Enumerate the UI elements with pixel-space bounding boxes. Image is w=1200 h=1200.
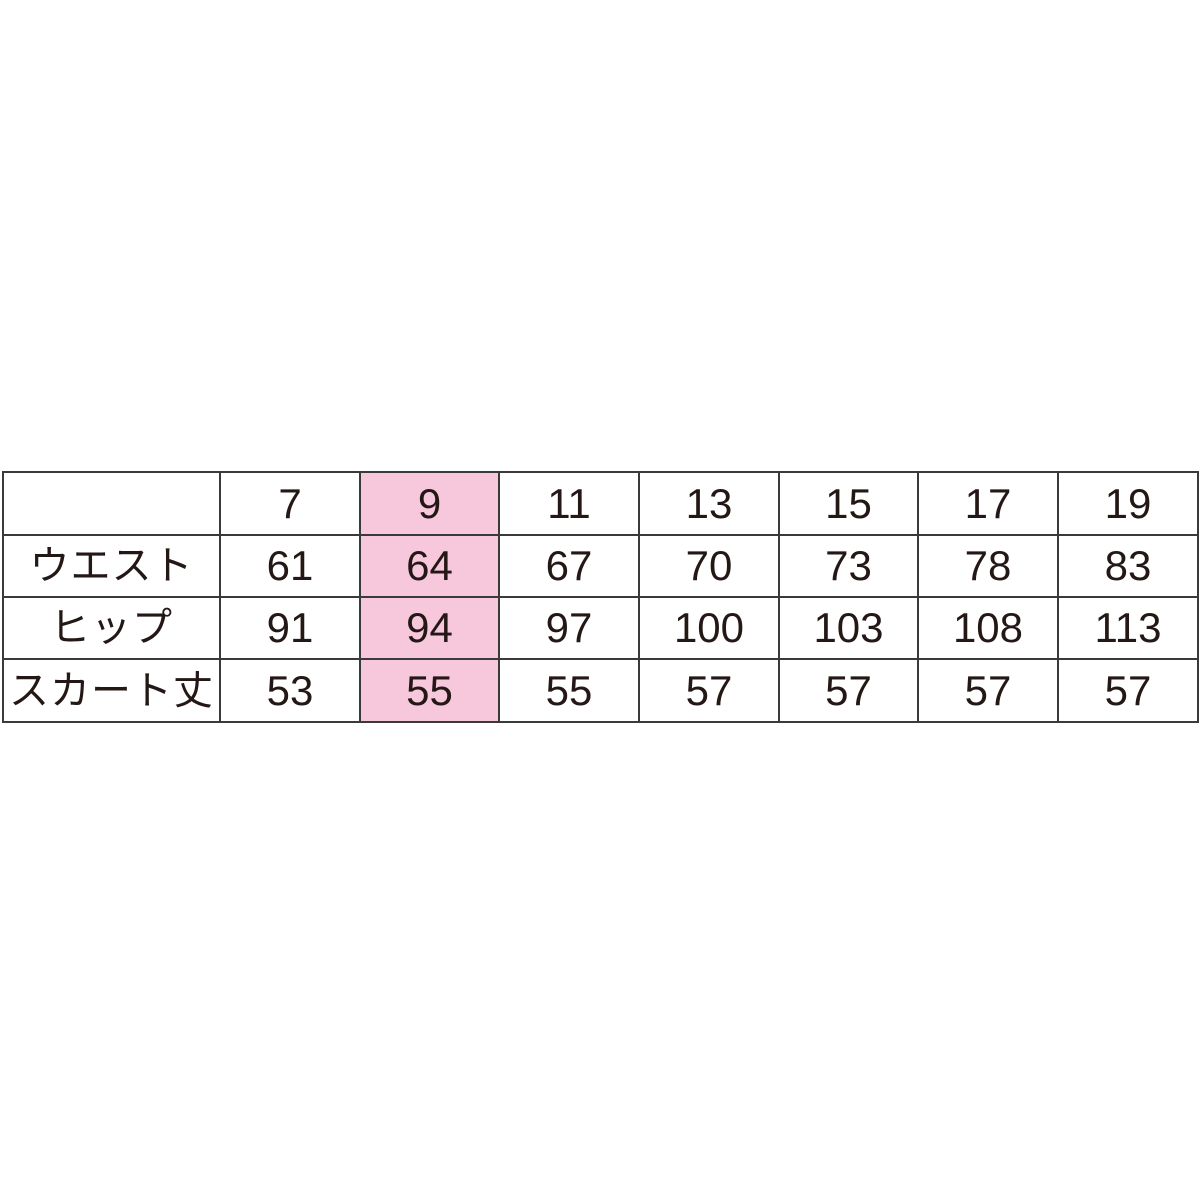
table-cell: 97: [498, 596, 640, 660]
table-cell: 57: [1057, 658, 1199, 723]
table-cell: 91: [219, 596, 361, 660]
size-header: 19: [1057, 471, 1199, 536]
row-label: ヒップ: [2, 596, 221, 660]
size-header: 15: [778, 471, 919, 536]
table-cell: 73: [778, 534, 919, 598]
table-cell: 57: [778, 658, 919, 723]
size-chart-table: 7 9 11 13 15 17 19 ウエスト 61 64 67 70 73 7…: [2, 471, 1199, 723]
table-cell: 113: [1057, 596, 1199, 660]
table-cell: 67: [498, 534, 640, 598]
row-label: スカート丈: [2, 658, 221, 723]
table-cell: 78: [917, 534, 1059, 598]
size-header-highlighted: 9: [359, 471, 500, 536]
table-cell: 100: [638, 596, 780, 660]
table-cell: 70: [638, 534, 780, 598]
table-cell: 57: [917, 658, 1059, 723]
table-cell: 103: [778, 596, 919, 660]
table-row-skirt-length: スカート丈 53 55 55 57 57 57 57: [2, 658, 1199, 723]
table-cell: 55: [498, 658, 640, 723]
table-cell: 108: [917, 596, 1059, 660]
corner-cell: [2, 471, 221, 536]
size-header: 7: [219, 471, 361, 536]
table-cell-highlighted: 64: [359, 534, 500, 598]
header-row: 7 9 11 13 15 17 19: [2, 471, 1199, 536]
table-cell: 83: [1057, 534, 1199, 598]
table-cell: 61: [219, 534, 361, 598]
size-header: 17: [917, 471, 1059, 536]
table-cell-highlighted: 94: [359, 596, 500, 660]
row-label: ウエスト: [2, 534, 221, 598]
table-cell-highlighted: 55: [359, 658, 500, 723]
table-cell: 57: [638, 658, 780, 723]
size-header: 13: [638, 471, 780, 536]
table-row-hip: ヒップ 91 94 97 100 103 108 113: [2, 596, 1199, 660]
table-cell: 53: [219, 658, 361, 723]
table-row-waist: ウエスト 61 64 67 70 73 78 83: [2, 534, 1199, 598]
size-header: 11: [498, 471, 640, 536]
